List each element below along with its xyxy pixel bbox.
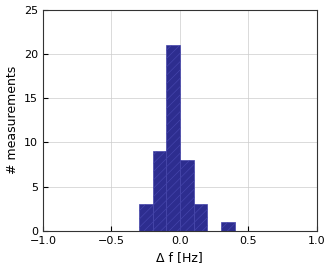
Bar <box>166 45 180 231</box>
Bar <box>221 222 235 231</box>
Bar <box>194 204 207 231</box>
Bar <box>139 204 153 231</box>
Y-axis label: # measurements: # measurements <box>6 66 19 174</box>
Bar <box>180 160 194 231</box>
X-axis label: Δ f [Hz]: Δ f [Hz] <box>157 251 203 264</box>
Bar <box>153 151 166 231</box>
